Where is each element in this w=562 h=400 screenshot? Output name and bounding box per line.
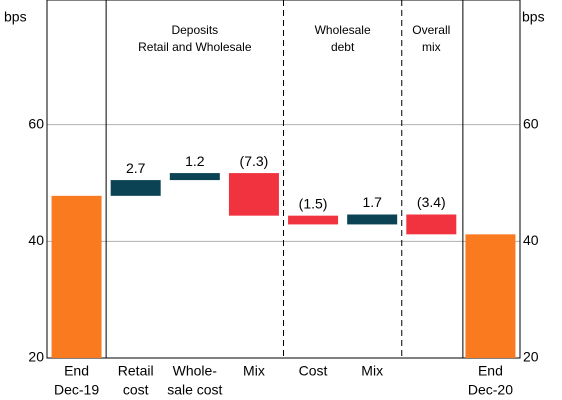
- group-label: debt: [331, 40, 355, 54]
- x-tick-label: Mix: [361, 363, 383, 379]
- plot-frame: [46, 0, 521, 359]
- y-tick-label: 20: [28, 349, 44, 365]
- x-tick-label: Mix: [243, 363, 265, 379]
- value-label: 1.2: [185, 153, 205, 169]
- x-tick-label: Dec-20: [468, 382, 513, 398]
- group-label: Wholesale: [315, 23, 371, 37]
- y2-tick-label: 20: [523, 349, 539, 365]
- x-tick-label: Dec-19: [54, 382, 99, 398]
- bar: [169, 173, 220, 181]
- x-tick-label: Whole-: [173, 363, 218, 379]
- y2-tick-label: 40: [523, 232, 539, 248]
- bar: [288, 215, 339, 225]
- value-label: (7.3): [240, 153, 269, 169]
- value-label: 2.7: [126, 160, 146, 176]
- x-tick-label: Retail: [118, 363, 154, 379]
- bar: [406, 214, 457, 235]
- y2-axis-label: bps: [522, 9, 545, 25]
- bar: [51, 195, 102, 358]
- x-tick-label: Cost: [299, 363, 328, 379]
- value-label: (3.4): [417, 194, 446, 210]
- y-tick-label: 40: [28, 232, 44, 248]
- bar: [110, 180, 161, 196]
- x-tick-label: End: [478, 363, 503, 379]
- x-tick-label: cost: [123, 382, 149, 398]
- group-label: Overall: [412, 23, 450, 37]
- group-label: Deposits: [171, 23, 218, 37]
- bar: [465, 234, 516, 358]
- y2-tick-label: 60: [523, 115, 539, 131]
- x-tick-label: sale cost: [167, 382, 222, 398]
- bar: [228, 173, 279, 216]
- value-label: (1.5): [299, 195, 328, 211]
- x-tick-label: End: [64, 363, 89, 379]
- value-label: 1.7: [362, 194, 382, 210]
- bar: [347, 214, 398, 225]
- group-label: mix: [422, 40, 441, 54]
- y-axis-label: bps: [4, 9, 27, 25]
- group-label: Retail and Wholesale: [138, 40, 252, 54]
- y-tick-label: 60: [28, 115, 44, 131]
